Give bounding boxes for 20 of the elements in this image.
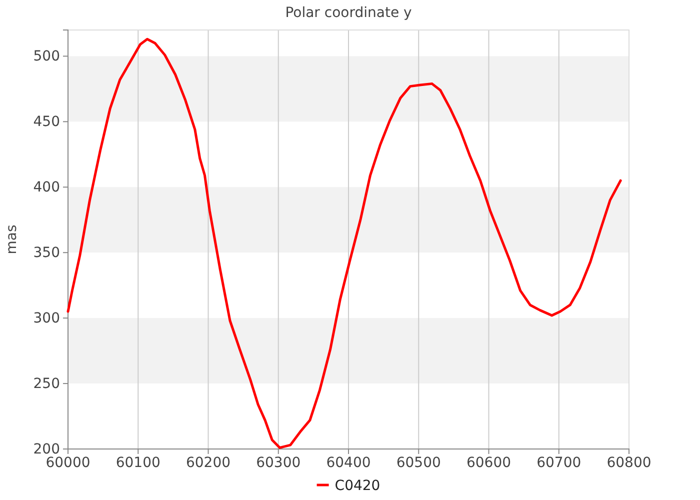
y-tick-label: 500: [33, 48, 60, 65]
x-tick-label: 60600: [466, 454, 512, 471]
x-tick-label: 60300: [256, 454, 301, 471]
legend-label: C0420: [334, 478, 380, 494]
y-tick-label: 300: [33, 310, 60, 327]
chart-title: Polar coordinate y: [285, 5, 412, 21]
y-tick-label: 200: [33, 441, 60, 458]
x-tick-label: 60700: [536, 454, 582, 471]
line-series: [66, 38, 622, 449]
x-tick-label: 60400: [326, 454, 371, 471]
y-tick-label: 400: [33, 180, 60, 196]
x-tick-label: 60500: [396, 454, 441, 471]
y-axis-title: mas: [4, 224, 20, 254]
y-tick-label: 450: [33, 114, 60, 130]
y-tick-label: 250: [33, 376, 60, 392]
x-tick-label: 60000: [46, 454, 90, 471]
x-tick-label: 60200: [186, 454, 231, 471]
x-tick-label: 60800: [606, 454, 652, 471]
y-tick-label: 350: [33, 245, 60, 262]
x-tick-label: 60100: [116, 454, 160, 471]
